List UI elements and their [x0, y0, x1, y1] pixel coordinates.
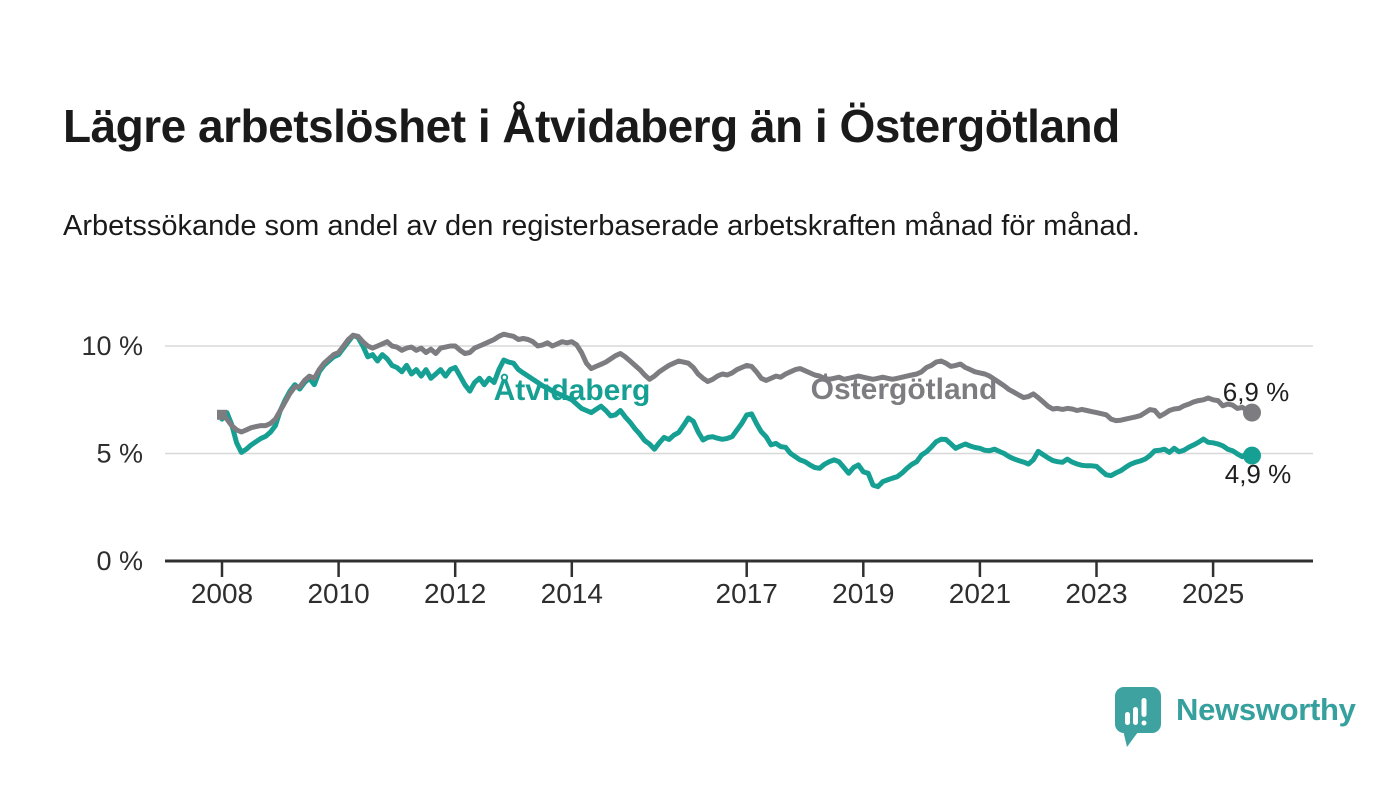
x-tick-label-2019: 2019	[832, 578, 894, 609]
y-tick-label-5: 5 %	[96, 439, 143, 469]
x-tick-label-2008: 2008	[191, 578, 253, 609]
x-tick-label-2023: 2023	[1065, 578, 1127, 609]
newsworthy-wordmark: Newsworthy	[1176, 692, 1356, 727]
newsworthy-logo-icon	[1115, 687, 1161, 747]
newsworthy-logo: Newsworthy	[1114, 686, 1356, 748]
series-line-ostergotland	[219, 331, 1255, 435]
value-label-atvidaberg: 4,9 %	[1225, 459, 1292, 489]
series-end-dot-ostergotland	[1243, 403, 1261, 422]
x-tick-label-2012: 2012	[424, 578, 486, 609]
value-label-ostergotland: 6,9 %	[1223, 377, 1290, 407]
series-start-marker-ostergotland	[217, 409, 227, 420]
x-tick-label-2010: 2010	[307, 578, 369, 609]
page-title: Lägre arbetslöshet i Åtvidaberg än i Öst…	[63, 99, 1120, 152]
series-line-atvidaberg	[219, 332, 1255, 490]
page-subtitle: Arbetssökande som andel av den registerb…	[63, 210, 1140, 242]
y-tick-label-0: 0 %	[96, 546, 143, 576]
x-tick-label-2014: 2014	[541, 578, 603, 609]
series-end-dot-atvidaberg	[1243, 446, 1261, 465]
x-tick-label-2025: 2025	[1182, 578, 1244, 609]
y-tick-label-10: 10 %	[81, 331, 143, 361]
x-tick-label-2017: 2017	[716, 578, 778, 609]
series-label-atvidaberg: Åtvidaberg	[494, 374, 651, 407]
x-tick-label-2021: 2021	[949, 578, 1011, 609]
series-label-ostergotland: Östergötland	[811, 373, 998, 406]
